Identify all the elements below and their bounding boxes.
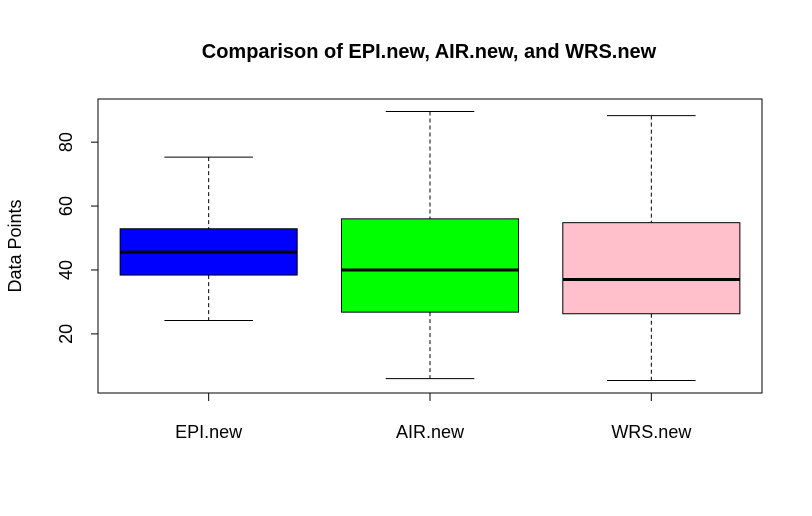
iqr-box-air-new [340, 218, 520, 313]
y-tick-label-60: 60 [56, 196, 76, 216]
box-air-new [340, 110, 520, 380]
y-tick-label-20: 20 [56, 324, 76, 344]
y-tick-label-80: 80 [56, 132, 76, 152]
chart-title: Comparison of EPI.new, AIR.new, and WRS.… [202, 41, 657, 63]
y-axis: 20 40 60 80 [56, 132, 99, 344]
iqr-box-wrs-new [562, 222, 741, 315]
x-tick-label-air-new: AIR.new [396, 422, 465, 442]
x-axis: EPI.new AIR.new WRS.new [175, 393, 692, 442]
x-tick-label-epi-new: EPI.new [175, 422, 243, 442]
boxes [119, 110, 741, 382]
y-tick-label-40: 40 [56, 260, 76, 280]
box-wrs-new [562, 115, 741, 382]
y-axis-label: Data Points [5, 199, 25, 292]
box-epi-new [119, 156, 298, 321]
x-tick-label-wrs-new: WRS.new [611, 422, 692, 442]
